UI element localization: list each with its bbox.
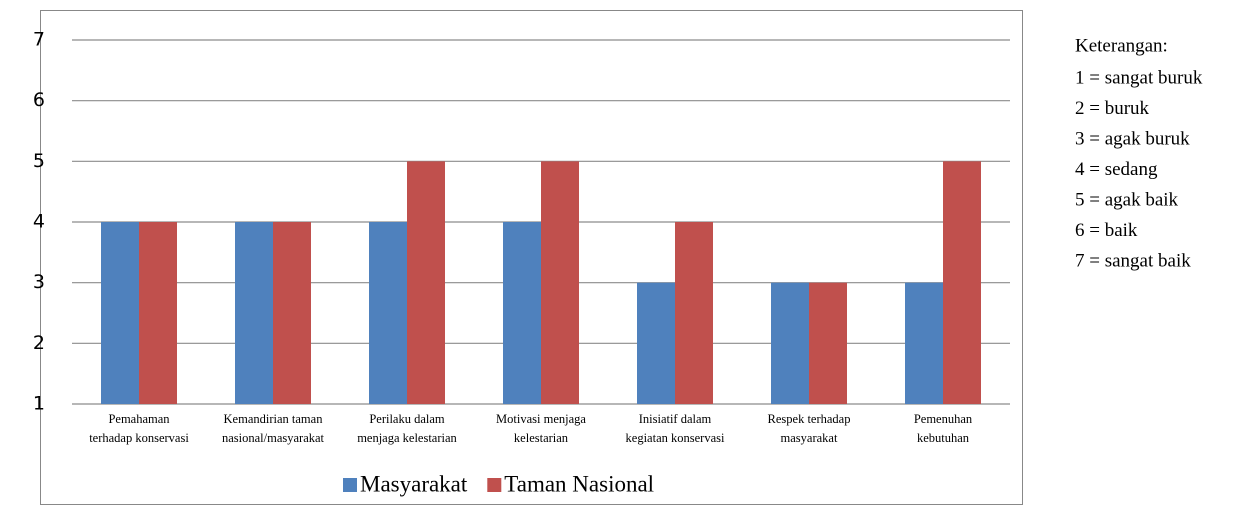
notes-title: Keterangan: <box>1075 35 1168 56</box>
x-tick-label: Inisiatif dalam kegiatan konservasi <box>626 412 725 445</box>
chart-border <box>40 10 1023 505</box>
x-tick-label-line: Pemenuhan <box>914 412 973 426</box>
x-tick-label-line: Respek terhadap <box>768 412 851 426</box>
legend-swatch <box>343 478 357 492</box>
y-tick-label: 6 <box>33 89 45 111</box>
x-tick-label-line: kegiatan konservasi <box>626 431 725 445</box>
bar <box>503 222 541 404</box>
note-item: 4 = sedang <box>1075 159 1158 180</box>
x-tick-label-line: Perilaku dalam <box>369 412 445 426</box>
bar <box>675 222 713 404</box>
y-tick-label: 3 <box>33 271 45 293</box>
note-item: 3 = agak buruk <box>1075 128 1190 149</box>
bar <box>369 222 407 404</box>
y-tick-label: 4 <box>33 211 45 233</box>
bar <box>771 282 809 404</box>
bar <box>101 222 139 404</box>
x-tick-label-line: masyarakat <box>781 431 838 445</box>
note-item: 1 = sangat buruk <box>1075 67 1203 88</box>
note-item: 6 = baik <box>1075 220 1138 241</box>
x-tick-label: Perilaku dalam menjaga kelestarian <box>357 412 457 445</box>
legend-label: Taman Nasional <box>504 471 654 496</box>
x-tick-label-line: kelestarian <box>514 431 569 445</box>
x-tick-label-line: Inisiatif dalam <box>639 412 712 426</box>
y-tick-label: 7 <box>33 29 45 51</box>
x-tick-label-line: terhadap konservasi <box>89 431 189 445</box>
note-item: 7 = sangat baik <box>1075 250 1191 271</box>
x-tick-label-line: Kemandirian taman <box>224 412 324 426</box>
x-tick-label-line: Pemahaman <box>108 412 170 426</box>
x-tick-label-line: Motivasi menjaga <box>496 412 586 426</box>
y-tick-label: 2 <box>33 332 45 354</box>
x-tick-label-line: menjaga kelestarian <box>357 431 457 445</box>
bar <box>407 161 445 404</box>
x-tick-label-line: kebutuhan <box>917 431 970 445</box>
note-item: 5 = agak baik <box>1075 189 1179 210</box>
x-tick-label: Pemahaman terhadap konservasi <box>89 412 189 445</box>
bar <box>273 222 311 404</box>
legend-swatch <box>487 478 502 492</box>
y-tick-label: 5 <box>33 150 45 172</box>
bar <box>905 282 943 404</box>
bar <box>943 161 981 404</box>
bar <box>809 282 847 404</box>
x-tick-label: Respek terhadap masyarakat <box>768 412 851 445</box>
bar <box>235 222 273 404</box>
bar <box>637 282 675 404</box>
x-tick-label-line: nasional/masyarakat <box>222 431 325 445</box>
legend-label: Masyarakat <box>360 471 468 496</box>
x-tick-label: Pemenuhan kebutuhan <box>914 412 973 445</box>
x-tick-label: Motivasi menjaga kelestarian <box>496 412 586 445</box>
note-item: 2 = buruk <box>1075 98 1150 119</box>
y-tick-label: 1 <box>33 393 45 415</box>
bar <box>541 161 579 404</box>
x-tick-label: Kemandirian taman nasional/masyarakat <box>222 412 325 445</box>
bar <box>139 222 177 404</box>
